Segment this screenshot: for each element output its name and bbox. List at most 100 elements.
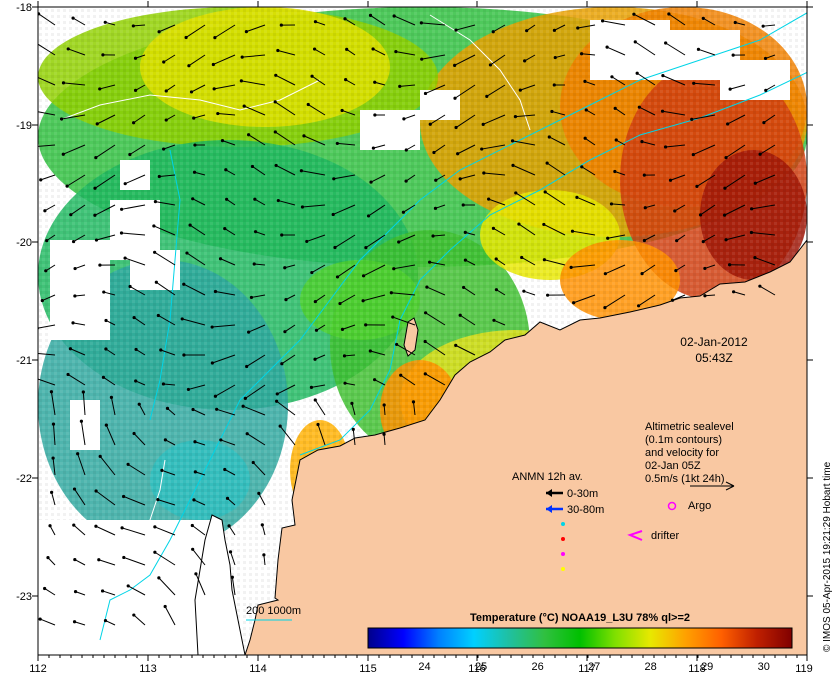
velocity-arrow bbox=[313, 294, 326, 304]
velocity-arrow bbox=[600, 19, 626, 26]
velocity-arrow bbox=[402, 114, 416, 121]
velocity-arrow bbox=[279, 23, 296, 27]
velocity-arrow bbox=[157, 576, 176, 596]
sealevel-contours bbox=[59, 14, 531, 561]
velocity-arrow bbox=[95, 114, 116, 126]
velocity-arrow bbox=[372, 378, 386, 386]
velocity-arrow bbox=[522, 289, 536, 296]
velocity-arrow bbox=[583, 79, 596, 86]
velocity-arrow bbox=[224, 168, 236, 176]
velocity-arrow bbox=[761, 24, 776, 28]
velocity-arrow bbox=[225, 197, 236, 206]
land-mass bbox=[244, 239, 807, 655]
lat-tick-label: -19 bbox=[16, 120, 32, 132]
velocity-arrow bbox=[100, 589, 116, 596]
velocity-arrow bbox=[38, 144, 56, 147]
velocity-arrow bbox=[463, 230, 476, 236]
argo-label: Argo bbox=[688, 500, 711, 512]
velocity-arrow bbox=[454, 343, 476, 356]
velocity-arrow bbox=[280, 233, 296, 237]
velocity-arrow bbox=[230, 575, 236, 596]
velocity-arrow bbox=[103, 618, 116, 626]
velocity-arrow bbox=[61, 144, 86, 156]
isobath-contours bbox=[99, 12, 807, 641]
colorbar-title: Temperature (°C) NOAA19_L3U 78% ql>=2 bbox=[470, 612, 690, 624]
velocity-arrow bbox=[428, 260, 446, 266]
velocity-arrow bbox=[240, 54, 266, 59]
velocity-arrow bbox=[432, 144, 446, 155]
velocity-arrow bbox=[187, 54, 206, 68]
velocity-arrow bbox=[93, 174, 116, 190]
velocity-arrow bbox=[182, 282, 206, 296]
velocity-arrow bbox=[696, 47, 716, 56]
colorbar-tick-label: 30 bbox=[758, 661, 770, 673]
velocity-arrow bbox=[454, 24, 476, 32]
velocity-arrow bbox=[252, 262, 266, 266]
velocity-arrow bbox=[643, 204, 656, 210]
velocity-arrow bbox=[361, 294, 386, 303]
anmn-markers bbox=[561, 522, 565, 571]
velocity-arrow bbox=[210, 354, 236, 365]
velocity-arrow bbox=[703, 294, 716, 298]
velocity-arrow bbox=[310, 264, 326, 275]
velocity-arrow bbox=[43, 204, 56, 213]
velocity-arrow bbox=[547, 135, 566, 146]
velocity-arrow bbox=[640, 140, 656, 146]
velocity-arrow bbox=[463, 258, 476, 266]
velocity-arrow bbox=[126, 462, 146, 476]
velocity-arrow bbox=[97, 558, 116, 566]
velocity-arrow bbox=[223, 467, 236, 476]
velocity-arrow bbox=[193, 143, 206, 147]
velocity-arrow bbox=[44, 264, 56, 273]
velocity-arrow bbox=[50, 490, 56, 506]
velocity-arrow bbox=[762, 114, 776, 125]
velocity-arrow bbox=[546, 293, 566, 297]
velocity-arrow bbox=[513, 114, 536, 119]
velocity-arrow bbox=[397, 234, 416, 244]
velocity-arrow bbox=[153, 550, 176, 566]
velocity-arrow bbox=[164, 84, 176, 93]
velocity-arrow bbox=[283, 264, 296, 270]
velocity-arrow bbox=[43, 586, 56, 596]
velocity-arrow bbox=[120, 204, 146, 211]
velocity-arrow bbox=[373, 80, 386, 86]
velocity-arrow bbox=[132, 315, 146, 326]
velocity-arrow bbox=[159, 348, 176, 356]
velocity-arrow bbox=[213, 289, 236, 296]
velocity-arrow bbox=[609, 202, 626, 206]
velocity-arrow bbox=[73, 557, 86, 566]
velocity-arrow bbox=[93, 204, 116, 217]
velocity-arrow bbox=[154, 280, 176, 296]
velocity-arrow bbox=[134, 347, 146, 356]
cloud-gap bbox=[38, 560, 148, 655]
velocity-arrow bbox=[251, 460, 266, 476]
velocity-arrow bbox=[342, 354, 356, 358]
velocity-arrow bbox=[698, 204, 716, 217]
velocity-arrow bbox=[423, 339, 446, 356]
velocity-arrow bbox=[132, 431, 146, 446]
depth2-arrow-icon bbox=[546, 505, 563, 513]
velocity-arrow bbox=[192, 498, 206, 506]
velocity-arrow bbox=[38, 12, 56, 26]
velocity-arrow bbox=[162, 54, 176, 64]
colorbar-tick-label: 26 bbox=[531, 661, 543, 673]
velocity-arrow bbox=[94, 524, 116, 536]
velocity-arrow bbox=[71, 16, 86, 26]
cloud-gap bbox=[590, 20, 670, 80]
velocity-arrow bbox=[454, 114, 476, 130]
anmn-depth1-label: 0-30m bbox=[567, 488, 598, 500]
sealevel-contour-3 bbox=[99, 459, 166, 561]
velocity-arrow bbox=[300, 204, 326, 209]
velocity-arrows bbox=[38, 12, 776, 626]
velocity-arrow bbox=[389, 291, 416, 296]
velocity-arrow bbox=[485, 84, 506, 98]
velocity-arrow bbox=[66, 372, 86, 386]
velocity-arrow bbox=[382, 432, 386, 446]
velocity-arrow bbox=[575, 195, 596, 206]
velocity-arrow bbox=[731, 53, 746, 57]
lat-tick-label: -18 bbox=[16, 2, 32, 14]
velocity-arrow bbox=[373, 113, 386, 117]
colorbar-tick-label: 27 bbox=[588, 661, 600, 673]
velocity-arrow bbox=[302, 134, 326, 146]
